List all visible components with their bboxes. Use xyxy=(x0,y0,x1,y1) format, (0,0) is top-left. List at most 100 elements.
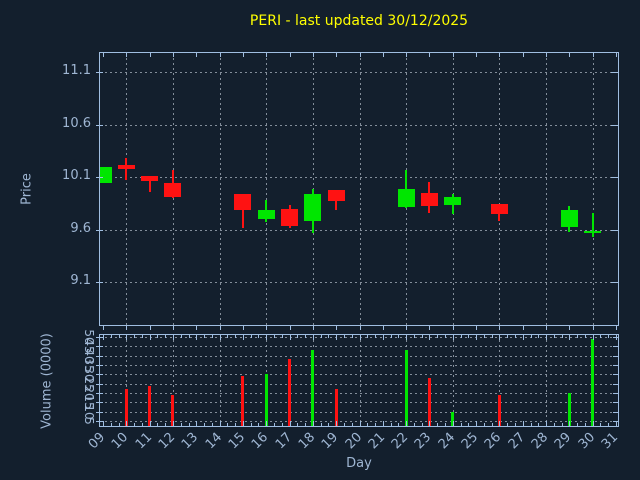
volume-minor-tick-top xyxy=(297,335,299,338)
candle-body-day-29 xyxy=(560,209,578,228)
volume-minor-tick-top xyxy=(569,335,571,340)
volume-minor-tick-top xyxy=(118,335,120,338)
volume-gridline xyxy=(100,374,618,376)
volume-minor-tick-top xyxy=(328,335,330,338)
day-tick-bottom xyxy=(172,325,174,330)
volume-minor-tick-top xyxy=(359,335,361,340)
volume-minor-tick-bottom xyxy=(118,423,120,426)
candle-body-day-11 xyxy=(141,175,159,182)
volume-gridline xyxy=(100,346,618,348)
volume-tick-right xyxy=(613,393,618,394)
day-tick-label: 15 xyxy=(225,429,249,453)
volume-minor-tick-bottom xyxy=(126,421,128,426)
volume-plot-frame xyxy=(99,334,619,427)
day-tick-bottom xyxy=(359,325,361,330)
volume-tick-left xyxy=(96,337,103,339)
volume-minor-tick-bottom xyxy=(266,421,268,426)
volume-minor-tick-top xyxy=(312,335,314,340)
candle-body-day-12 xyxy=(164,183,182,197)
volume-minor-tick-top xyxy=(561,335,563,338)
volume-minor-tick-top xyxy=(491,335,493,338)
day-tick-top xyxy=(359,52,361,57)
day-tick-label: 23 xyxy=(412,429,435,453)
volume-minor-tick-bottom xyxy=(429,421,431,426)
day-tick-bottom xyxy=(196,325,198,330)
volume-minor-tick-bottom xyxy=(561,423,563,426)
volume-minor-tick-top xyxy=(242,335,244,340)
volume-bar-day-29 xyxy=(567,393,571,426)
volume-minor-tick-bottom xyxy=(445,423,447,426)
volume-tick-right xyxy=(613,383,618,385)
volume-bar-day-15 xyxy=(241,376,245,426)
volume-tick-right xyxy=(613,337,618,339)
volume-minor-tick-top xyxy=(507,335,509,338)
volume-minor-tick-top xyxy=(483,335,485,338)
volume-minor-tick-bottom xyxy=(351,423,353,426)
volume-bar-day-24 xyxy=(451,411,455,426)
volume-minor-tick-bottom xyxy=(538,423,540,426)
day-tick-top xyxy=(103,52,104,57)
day-tick-bottom xyxy=(312,325,314,330)
volume-minor-tick-bottom xyxy=(359,421,361,426)
x-axis-label: Day xyxy=(346,456,372,471)
day-tick-top xyxy=(196,52,198,57)
candle-body-day-15 xyxy=(234,193,252,210)
volume-minor-tick-bottom xyxy=(103,421,104,426)
price-gridline xyxy=(100,177,618,178)
candle-body-day-23 xyxy=(420,192,438,207)
day-tick-label: 16 xyxy=(249,429,272,453)
day-gridline xyxy=(172,335,174,426)
volume-minor-tick-bottom xyxy=(390,423,392,426)
candle-body-day-30 xyxy=(584,230,602,233)
volume-bar-day-16 xyxy=(264,374,268,426)
day-tick-top xyxy=(382,52,384,57)
volume-minor-tick-top xyxy=(445,335,447,338)
volume-minor-tick-bottom xyxy=(196,421,198,426)
day-tick-bottom xyxy=(103,325,104,330)
volume-minor-tick-bottom xyxy=(367,423,369,426)
volume-minor-tick-top xyxy=(468,335,470,338)
volume-bar-day-26 xyxy=(497,394,501,426)
volume-minor-tick-top xyxy=(157,335,159,338)
volume-minor-tick-top xyxy=(258,335,260,338)
day-tick-label: 21 xyxy=(365,429,388,453)
volume-minor-tick-top xyxy=(250,335,252,338)
price-gridline xyxy=(100,229,618,231)
volume-minor-tick-bottom xyxy=(305,423,307,426)
candle-body-day-24 xyxy=(444,196,462,206)
volume-minor-tick-bottom xyxy=(134,423,136,426)
price-tick-right xyxy=(611,229,618,231)
volume-tick-label: 50 xyxy=(82,329,96,345)
price-tick-label: 10.6 xyxy=(62,115,91,131)
day-gridline xyxy=(219,53,221,325)
day-tick-top xyxy=(569,52,571,57)
volume-minor-tick-top xyxy=(281,335,283,338)
volume-minor-tick-top xyxy=(274,335,275,338)
price-tick-label: 9.6 xyxy=(70,220,91,236)
volume-minor-tick-top xyxy=(165,335,167,338)
day-tick-bottom xyxy=(616,325,618,330)
volume-minor-tick-bottom xyxy=(328,423,330,426)
day-tick-label: 19 xyxy=(319,429,342,453)
volume-minor-tick-top xyxy=(211,335,213,338)
volume-minor-tick-top xyxy=(437,335,439,338)
day-gridline xyxy=(592,53,594,325)
candle-wick-day-10 xyxy=(125,158,128,181)
volume-tick-left xyxy=(96,421,103,422)
volume-minor-tick-top xyxy=(126,335,128,340)
day-gridline xyxy=(452,335,454,426)
volume-minor-tick-bottom xyxy=(227,423,229,426)
volume-bar-day-19 xyxy=(334,389,338,426)
volume-tick-left xyxy=(96,346,103,348)
volume-tick-left xyxy=(96,393,103,394)
day-tick-bottom xyxy=(336,325,338,330)
volume-tick-right xyxy=(613,411,618,413)
volume-minor-tick-top xyxy=(530,335,532,338)
candle-body-day-9 xyxy=(100,166,112,184)
day-gridline xyxy=(126,335,128,426)
volume-minor-tick-top xyxy=(584,335,586,338)
day-tick-top xyxy=(522,52,524,57)
volume-minor-tick-top xyxy=(476,335,478,340)
volume-minor-tick-top xyxy=(460,335,462,338)
day-tick-bottom xyxy=(452,325,454,330)
